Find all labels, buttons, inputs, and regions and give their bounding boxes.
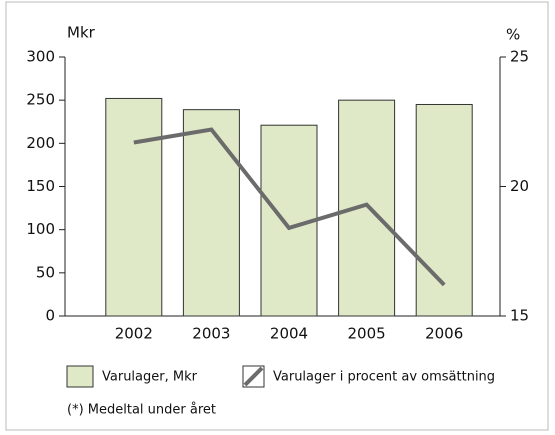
footnote: (*) Medeltal under året xyxy=(67,403,216,418)
frame xyxy=(5,1,549,431)
y2-tick-label: 20 xyxy=(510,177,529,195)
x-tick-label: 2004 xyxy=(270,325,308,343)
y-tick-label: 300 xyxy=(26,48,55,66)
y2-tick-label: 15 xyxy=(510,307,529,325)
y2-tick-label: 25 xyxy=(510,48,529,66)
y2-axis-label: % xyxy=(506,26,520,44)
x-tick-label: 2006 xyxy=(425,325,463,343)
y-tick-label: 50 xyxy=(36,263,55,281)
bar xyxy=(182,109,240,317)
y-tick-label: 100 xyxy=(26,220,55,238)
y-axis-label: Mkr xyxy=(67,24,96,42)
bar xyxy=(415,103,473,317)
legend-label: Varulager, Mkr xyxy=(102,370,198,385)
bar xyxy=(338,99,396,317)
bar xyxy=(105,97,163,317)
y-tick-label: 200 xyxy=(26,134,55,152)
y-tick-label: 0 xyxy=(45,307,55,325)
x-tick-label: 2002 xyxy=(115,325,153,343)
legend-swatch xyxy=(66,365,94,388)
y-tick-label: 150 xyxy=(26,177,55,195)
x-tick-label: 2003 xyxy=(192,325,230,343)
legend-label: Varulager i procent av omsättning xyxy=(273,370,495,385)
y-tick-label: 250 xyxy=(26,91,55,109)
line xyxy=(133,127,446,287)
x-tick-label: 2005 xyxy=(348,325,386,343)
legend-line xyxy=(243,366,264,387)
